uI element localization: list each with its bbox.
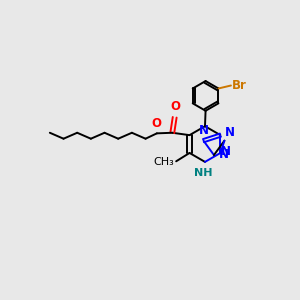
- Text: O: O: [170, 100, 180, 113]
- Text: N: N: [219, 148, 229, 161]
- Text: N: N: [225, 126, 235, 139]
- Text: Br: Br: [232, 79, 247, 92]
- Text: N: N: [200, 124, 209, 137]
- Text: N: N: [221, 145, 231, 158]
- Text: O: O: [152, 117, 162, 130]
- Text: CH₃: CH₃: [153, 157, 174, 167]
- Text: NH: NH: [194, 168, 213, 178]
